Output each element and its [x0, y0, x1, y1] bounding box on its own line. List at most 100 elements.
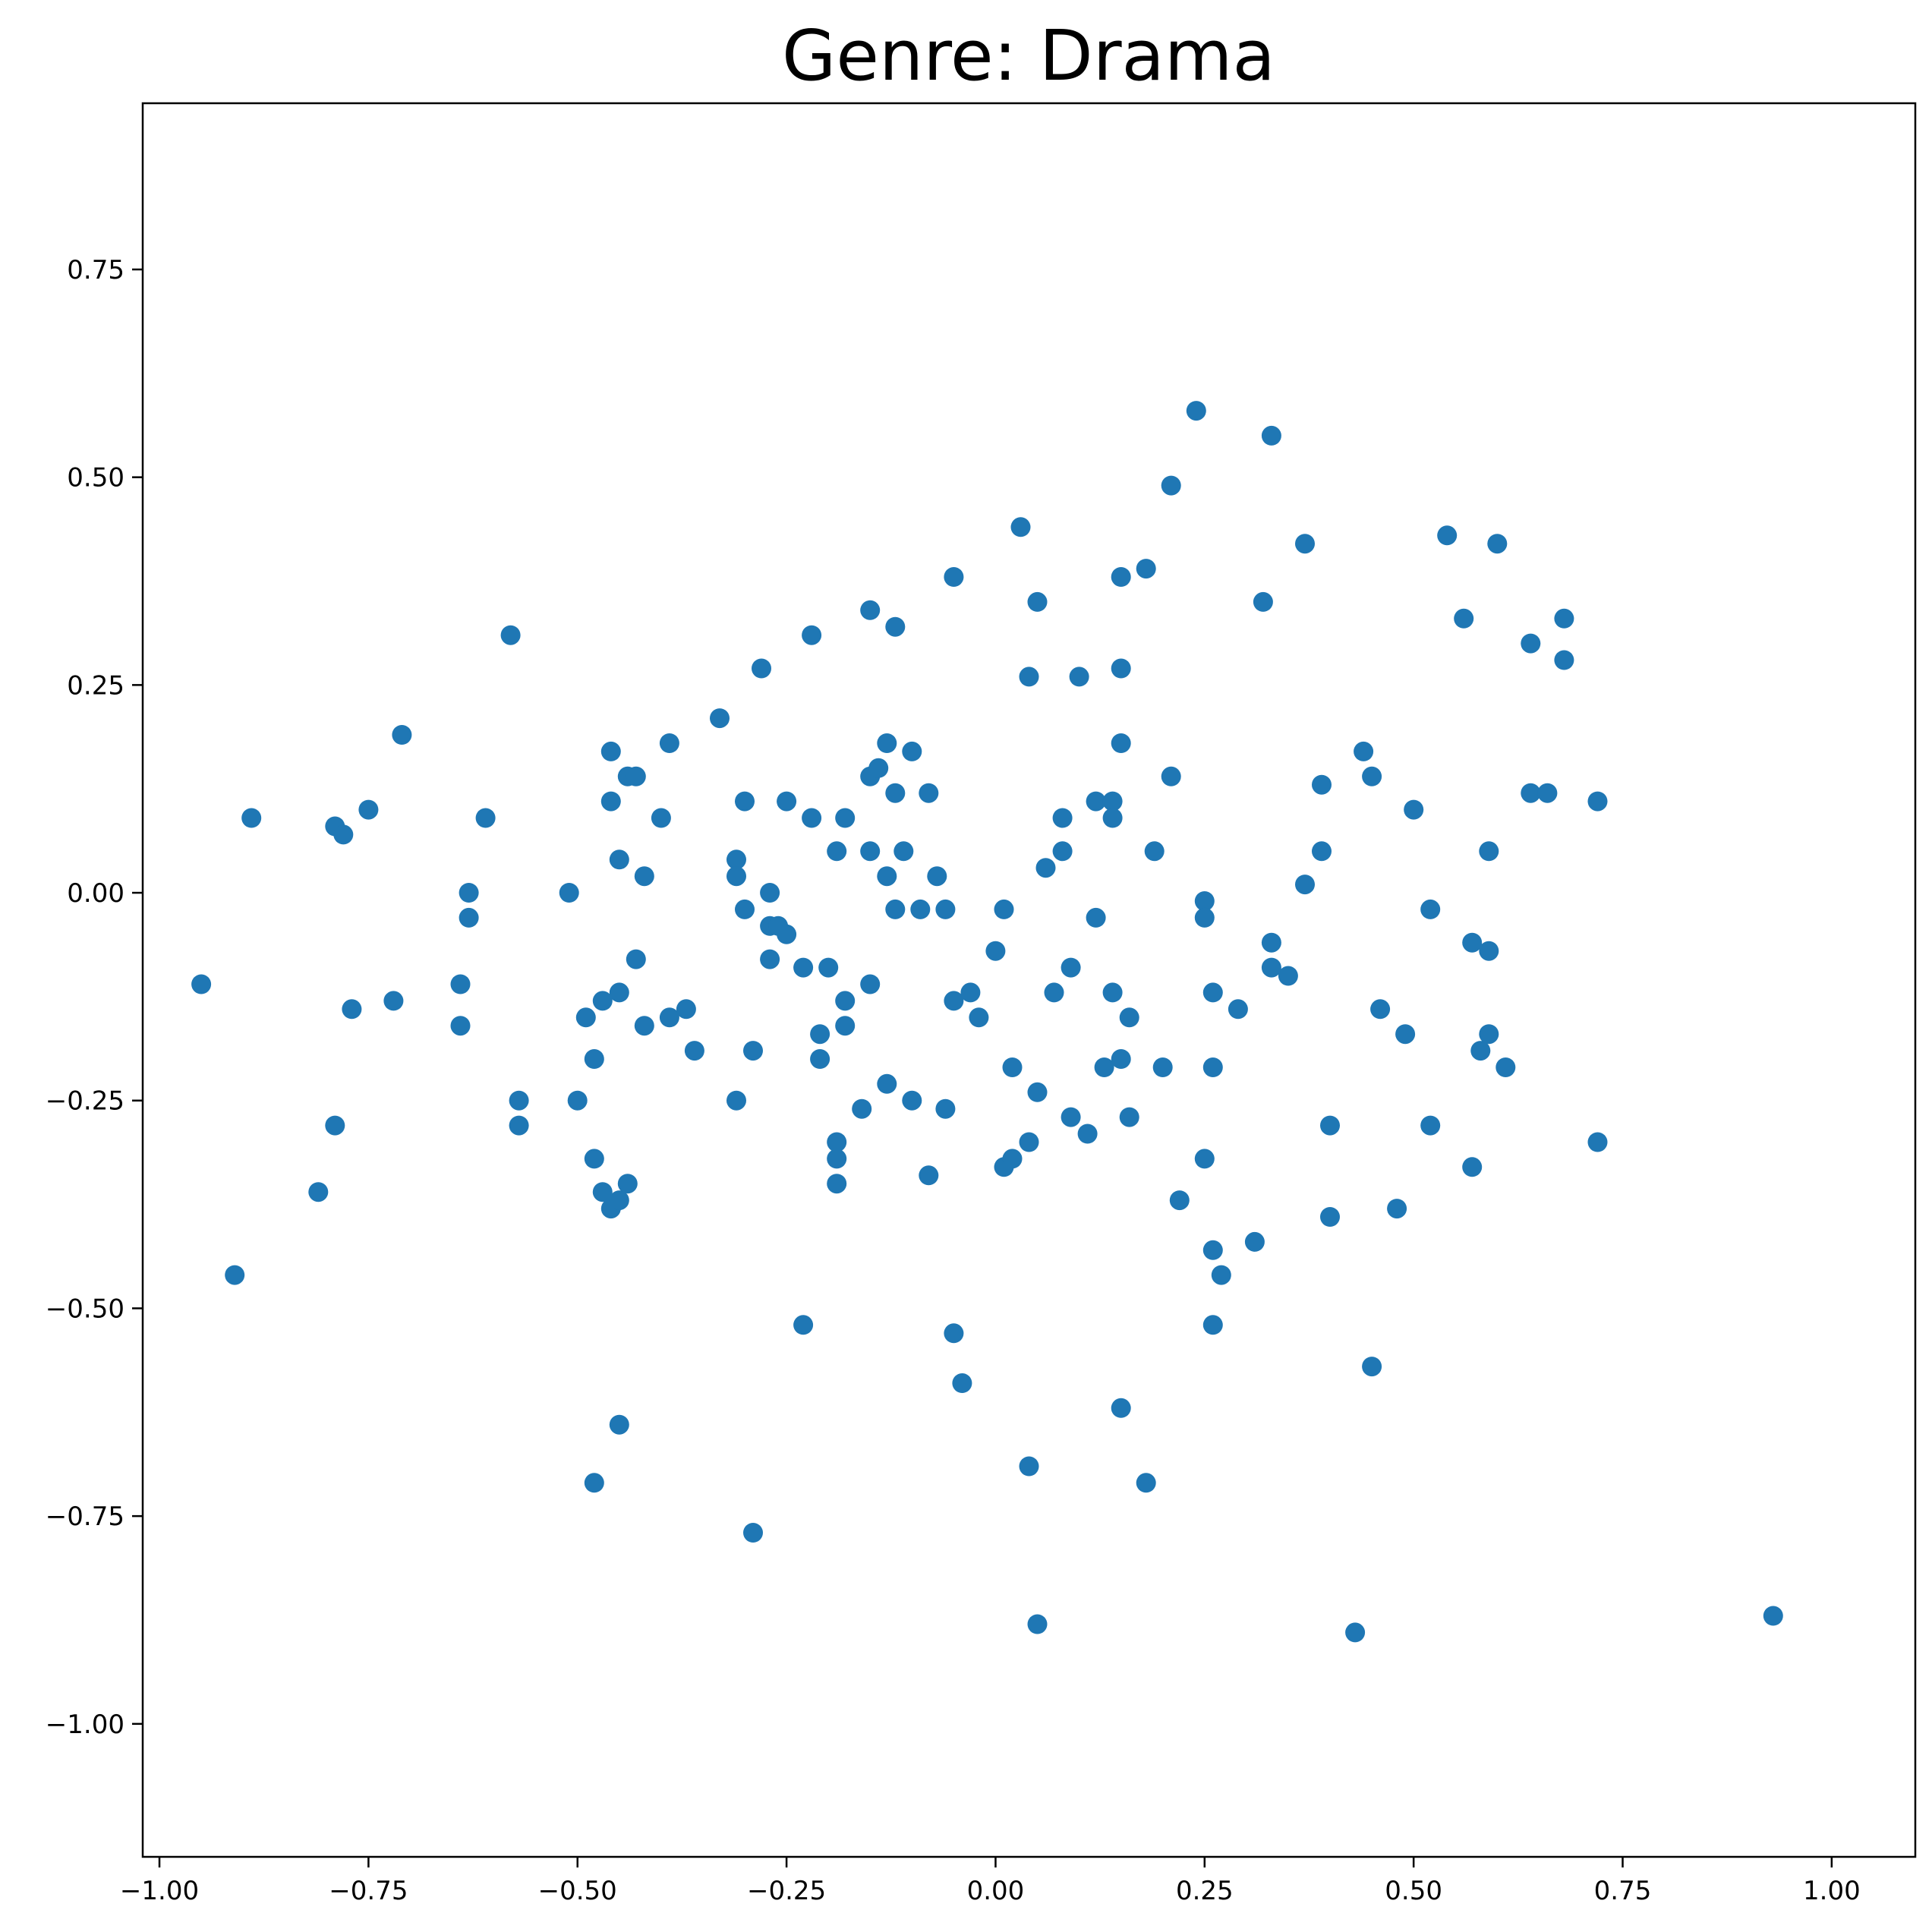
data-point [1086, 907, 1106, 928]
data-point [1152, 1057, 1173, 1077]
y-tick-label: 0.00 [67, 878, 124, 909]
data-point [342, 999, 362, 1020]
y-tick-label: 0.25 [67, 670, 124, 701]
data-point [868, 758, 889, 778]
data-point [1086, 791, 1106, 812]
data-point [1261, 957, 1281, 978]
data-point [710, 708, 730, 729]
data-point [1437, 525, 1458, 546]
data-point [1169, 1190, 1190, 1211]
data-point [1495, 1057, 1516, 1077]
y-tick-label: −0.75 [46, 1502, 124, 1532]
data-point [810, 1049, 830, 1069]
data-point [1312, 774, 1332, 795]
data-point [1295, 534, 1315, 554]
data-point [500, 625, 521, 645]
data-point [1320, 1115, 1340, 1136]
data-point [827, 1132, 847, 1152]
data-point [634, 1016, 654, 1036]
data-point [1211, 1265, 1231, 1285]
data-point [935, 899, 956, 919]
data-point [651, 808, 671, 828]
y-tick-label: 0.75 [67, 255, 124, 285]
data-point [1462, 1157, 1483, 1177]
y-tick-label: 0.50 [67, 463, 124, 493]
data-point [1027, 1614, 1048, 1634]
data-point [743, 1523, 763, 1543]
data-point [1069, 667, 1089, 687]
data-point [919, 1165, 939, 1186]
data-point [1587, 791, 1608, 812]
data-point [358, 799, 379, 820]
x-tick-label: −0.75 [329, 1876, 408, 1906]
data-point [600, 791, 621, 812]
data-point [1345, 1622, 1366, 1643]
data-point [1161, 766, 1181, 786]
data-point [910, 899, 931, 919]
data-point [450, 1016, 471, 1036]
data-point [810, 1024, 830, 1045]
data-point [1470, 1041, 1491, 1061]
data-point [1202, 1315, 1223, 1335]
data-point [793, 1315, 814, 1335]
data-point [944, 991, 964, 1011]
data-point [575, 1007, 596, 1028]
x-tick-label: −0.50 [538, 1876, 617, 1906]
data-point [1186, 401, 1206, 421]
data-point [1194, 907, 1215, 928]
data-point [1102, 808, 1123, 828]
data-point [1295, 875, 1315, 895]
axes-frame [141, 102, 1917, 1858]
y-tick-label: −0.25 [46, 1086, 124, 1117]
data-point [1061, 1107, 1081, 1127]
data-point [1537, 783, 1558, 803]
data-point [777, 791, 797, 812]
data-point [752, 658, 771, 679]
data-point [392, 725, 412, 745]
data-point [860, 841, 881, 862]
data-point [1202, 982, 1223, 1003]
data-point [777, 924, 797, 944]
data-point [760, 949, 780, 969]
data-point [1194, 891, 1215, 911]
data-point [241, 808, 262, 828]
data-point [684, 1041, 704, 1061]
x-tick-label: 0.50 [1385, 1876, 1442, 1906]
data-point [1487, 534, 1508, 554]
data-point [793, 957, 814, 978]
data-point [1061, 957, 1081, 978]
data-point [835, 808, 856, 828]
data-point [450, 974, 471, 994]
data-point [902, 1090, 922, 1111]
data-point [1454, 608, 1474, 629]
data-point [383, 991, 404, 1011]
data-point [1278, 966, 1298, 986]
data-point [885, 616, 906, 637]
data-point [1354, 741, 1374, 761]
x-tick-label: 0.25 [1176, 1876, 1234, 1906]
data-point [743, 1041, 763, 1061]
data-point [1404, 799, 1424, 820]
data-point [659, 1007, 679, 1028]
data-point [1587, 1132, 1608, 1152]
data-point [567, 1090, 588, 1111]
data-point [1111, 1049, 1131, 1069]
data-point [1362, 1357, 1382, 1377]
data-point [592, 991, 613, 1011]
data-point [676, 999, 696, 1020]
data-point [1462, 932, 1483, 953]
data-point [1002, 1057, 1023, 1077]
data-point [760, 883, 780, 903]
data-point [827, 1149, 847, 1169]
data-point [885, 899, 906, 919]
data-point [559, 883, 579, 903]
data-point [308, 1182, 329, 1202]
data-point [894, 841, 914, 862]
data-point [609, 1414, 629, 1435]
data-point [1136, 559, 1156, 579]
data-point [1111, 658, 1131, 679]
data-point [509, 1090, 529, 1111]
data-point [1420, 899, 1441, 919]
data-point [459, 883, 479, 903]
